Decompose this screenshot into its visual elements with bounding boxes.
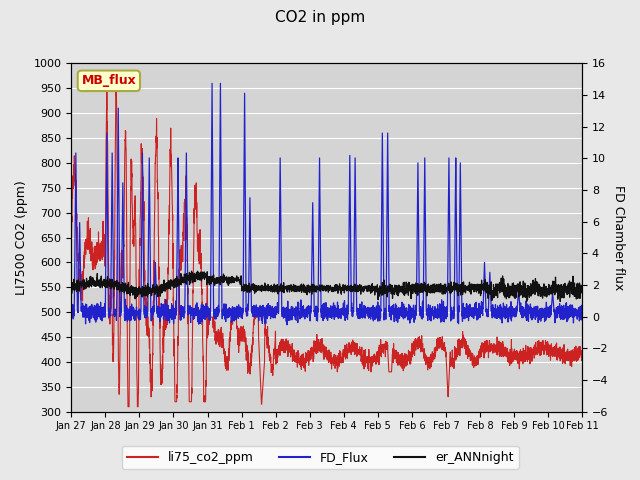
Y-axis label: FD Chamber flux: FD Chamber flux bbox=[612, 185, 625, 290]
Text: CO2 in ppm: CO2 in ppm bbox=[275, 10, 365, 24]
Y-axis label: LI7500 CO2 (ppm): LI7500 CO2 (ppm) bbox=[15, 180, 28, 295]
Text: MB_flux: MB_flux bbox=[81, 74, 136, 87]
Legend: li75_co2_ppm, FD_Flux, er_ANNnight: li75_co2_ppm, FD_Flux, er_ANNnight bbox=[122, 446, 518, 469]
